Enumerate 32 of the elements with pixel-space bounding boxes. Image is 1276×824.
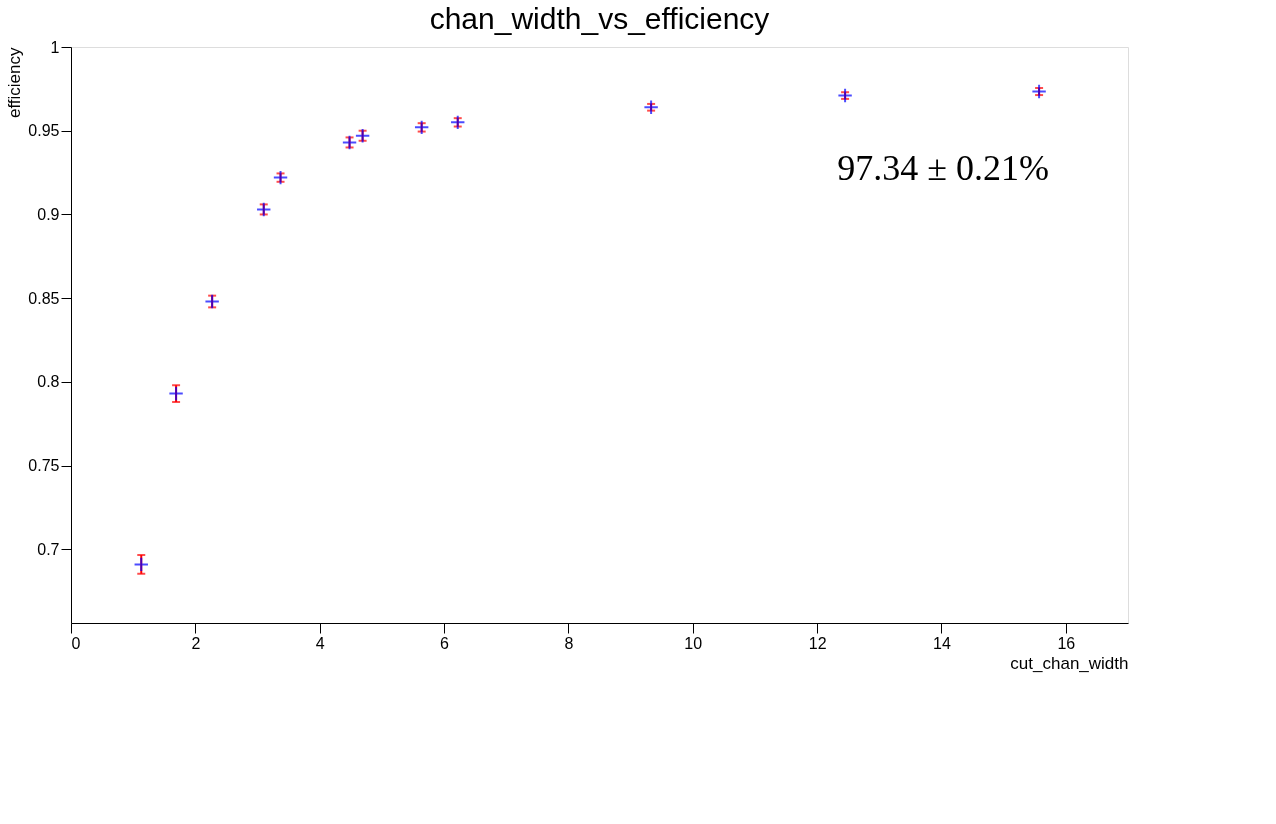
x-tick-label: 12 [808, 634, 827, 652]
x-tick-label: 2 [191, 634, 201, 652]
point [354, 128, 371, 144]
annotation: 97.34 ± 0.21% [837, 147, 1050, 188]
y-tick-label: 1 [50, 38, 60, 56]
y-tick-label: 0.95 [28, 122, 60, 140]
point [272, 169, 289, 186]
x-tick-label: 14 [933, 634, 951, 652]
point [837, 87, 853, 104]
point [256, 201, 272, 218]
point [450, 114, 466, 131]
x-tick-label: 6 [440, 634, 450, 652]
y-tick-label: 0.7 [37, 540, 60, 558]
y-tick-label: 0.8 [37, 373, 60, 391]
point [1031, 83, 1047, 100]
point [341, 134, 358, 151]
x-axis-title: cut_chan_width [1010, 653, 1129, 673]
point [168, 385, 184, 402]
x-tick-label: 16 [1057, 634, 1076, 652]
point [413, 119, 430, 136]
y-tick-label: 0.75 [28, 457, 60, 475]
y-tick-label: 0.85 [28, 289, 60, 307]
point [133, 556, 149, 573]
point [204, 293, 220, 310]
x-tick-label: 4 [315, 634, 325, 652]
y-tick-label: 0.9 [37, 205, 60, 223]
point [643, 99, 659, 115]
x-tick-label: 0 [71, 634, 81, 652]
chart-title: chan_width_vs_efficiency [429, 2, 770, 35]
y-axis-title: efficiency [5, 47, 25, 119]
x-tick-label: 10 [684, 634, 703, 652]
x-tick-label: 8 [564, 634, 574, 652]
